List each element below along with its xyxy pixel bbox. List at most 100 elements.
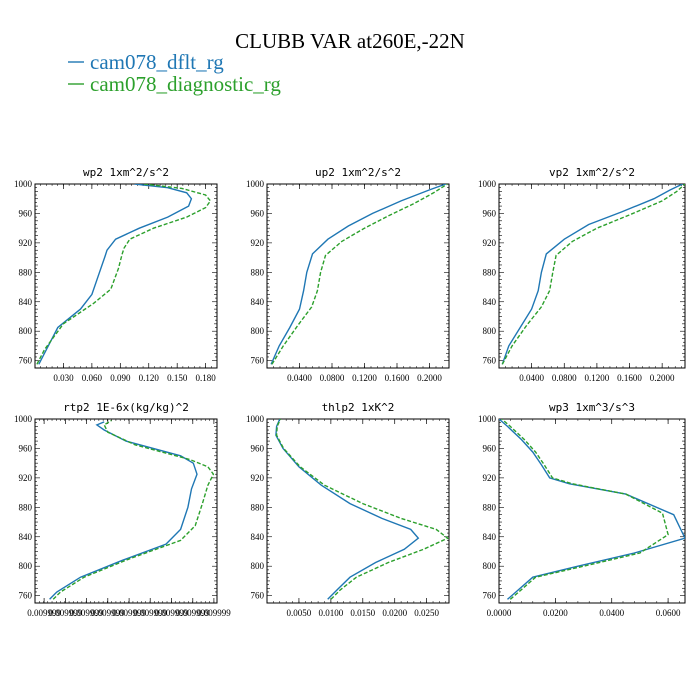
x-tick-label: 0.2000	[417, 373, 442, 383]
y-tick-label: 960	[483, 443, 497, 453]
y-tick-label: 960	[19, 208, 33, 218]
x-tick-label: 0.009999	[176, 608, 210, 618]
y-tick-label: 800	[19, 561, 33, 571]
x-tick-label: 0.0600	[656, 608, 681, 618]
y-tick-label: 920	[19, 473, 33, 483]
panel-title: up2 1xm^2/s^2	[315, 166, 401, 179]
x-tick-label: 0.0100	[318, 608, 343, 618]
y-tick-label: 880	[483, 267, 497, 277]
x-tick-label: 0.120	[139, 373, 160, 383]
x-tick-label: 0.1200	[585, 373, 610, 383]
y-tick-label: 1000	[246, 414, 265, 424]
series-line-dflt	[38, 184, 193, 365]
panel-5: thlp2 1xK^2 760 800 840 880 920 960 1000 0.0050 0…	[246, 401, 450, 618]
x-tick-label: 0.030	[53, 373, 74, 383]
panel-1: wp2 1xm^2/s^2 760 800 840 880 920 960 1000 0.030…	[14, 166, 218, 383]
x-tick-label: 0.009999	[27, 608, 61, 618]
series-line-diagnostic	[36, 184, 212, 365]
y-tick-label: 960	[251, 443, 265, 453]
x-tick-label: 0.0400	[599, 608, 624, 618]
y-tick-label: 960	[483, 208, 497, 218]
y-tick-label: 880	[483, 502, 497, 512]
legend-label-diagnostic: cam078_diagnostic_rg	[90, 72, 281, 96]
x-tick-label: 0.1200	[352, 373, 377, 383]
x-tick-label: 0.0050	[287, 608, 312, 618]
y-tick-label: 920	[251, 238, 265, 248]
legend-label-dflt: cam078_dflt_rg	[90, 50, 224, 74]
y-tick-label: 920	[251, 473, 265, 483]
y-tick-label: 920	[483, 238, 497, 248]
x-tick-label: 0.009999	[155, 608, 189, 618]
x-tick-label: 0.009999	[91, 608, 125, 618]
y-tick-label: 960	[251, 208, 265, 218]
series-line-dflt	[501, 184, 683, 365]
y-tick-label: 760	[483, 591, 497, 601]
y-tick-label: 920	[19, 238, 33, 248]
x-tick-label: 0.009999	[49, 608, 83, 618]
series-line-diagnostic	[275, 419, 449, 600]
y-tick-label: 800	[251, 561, 265, 571]
y-tick-label: 880	[251, 502, 265, 512]
y-tick-label: 840	[483, 297, 497, 307]
y-tick-label: 760	[251, 591, 265, 601]
x-tick-label: 0.150	[167, 373, 188, 383]
y-tick-label: 800	[251, 326, 265, 336]
x-tick-label: 0.090	[110, 373, 131, 383]
series-line-diagnostic	[501, 419, 669, 600]
panel-3: vp2 1xm^2/s^2 760 800 840 880 920 960 1000 0.040…	[478, 166, 686, 383]
y-tick-label: 1000	[478, 414, 497, 424]
x-tick-label: 0.0200	[382, 608, 407, 618]
x-tick-label: 0.1600	[617, 373, 642, 383]
x-tick-label: 0.0800	[320, 373, 345, 383]
y-tick-label: 800	[19, 326, 33, 336]
panel-title: wp2 1xm^2/s^2	[83, 166, 169, 179]
x-tick-label: 0.0400	[287, 373, 312, 383]
panel-2: up2 1xm^2/s^2 760 800 840 880 920 960 1000 0.040…	[246, 166, 450, 383]
x-tick-label: 0.0250	[414, 608, 439, 618]
y-tick-label: 960	[19, 443, 33, 453]
y-tick-label: 1000	[14, 414, 33, 424]
y-tick-label: 880	[19, 502, 33, 512]
x-tick-label: 0.1600	[385, 373, 410, 383]
x-tick-label: 0.009999	[112, 608, 146, 618]
y-tick-label: 760	[483, 356, 497, 366]
series-line-dflt	[49, 421, 198, 600]
legend: cam078_dflt_rg cam078_diagnostic_rg	[68, 50, 281, 96]
panel-title: thlp2 1xK^2	[322, 401, 395, 414]
y-tick-label: 1000	[246, 179, 265, 189]
y-tick-label: 760	[19, 591, 33, 601]
x-tick-label: 0.0000	[487, 608, 512, 618]
x-tick-label: 0.009999	[197, 608, 231, 618]
x-tick-label: 0.060	[82, 373, 103, 383]
y-tick-label: 840	[483, 532, 497, 542]
y-tick-label: 760	[19, 356, 33, 366]
y-tick-label: 880	[251, 267, 265, 277]
panel-4: rtp2 1E-6x(kg/kg)^2 760 800 840 880 920 960 100…	[14, 401, 231, 618]
x-tick-label: 0.009999	[133, 608, 167, 618]
x-tick-label: 0.180	[196, 373, 217, 383]
y-tick-label: 840	[251, 532, 265, 542]
y-tick-label: 760	[251, 356, 265, 366]
panel-title: wp3 1xm^3/s^3	[549, 401, 635, 414]
panel-title: rtp2 1E-6x(kg/kg)^2	[63, 401, 189, 414]
x-tick-label: 0.0200	[543, 608, 568, 618]
panel-6: wp3 1xm^3/s^3 760 800 840 880 920 960 1000 0.000…	[478, 401, 686, 618]
x-tick-label: 0.0150	[350, 608, 375, 618]
x-tick-label: 0.0400	[519, 373, 544, 383]
y-tick-label: 840	[19, 532, 33, 542]
x-tick-label: 0.009999	[70, 608, 104, 618]
y-tick-label: 920	[483, 473, 497, 483]
series-line-dflt	[270, 184, 447, 365]
y-tick-label: 800	[483, 561, 497, 571]
series-line-diagnostic	[271, 184, 448, 365]
panel-grid: wp2 1xm^2/s^2 760 800 840 880 920 960 1000 0.030…	[14, 166, 686, 618]
panel-title: vp2 1xm^2/s^2	[549, 166, 635, 179]
y-tick-label: 840	[19, 297, 33, 307]
x-tick-label: 0.2000	[650, 373, 675, 383]
y-tick-label: 840	[251, 297, 265, 307]
series-line-diagnostic	[501, 184, 685, 365]
y-tick-label: 1000	[14, 179, 33, 189]
series-line-diagnostic	[52, 419, 215, 600]
y-tick-label: 800	[483, 326, 497, 336]
